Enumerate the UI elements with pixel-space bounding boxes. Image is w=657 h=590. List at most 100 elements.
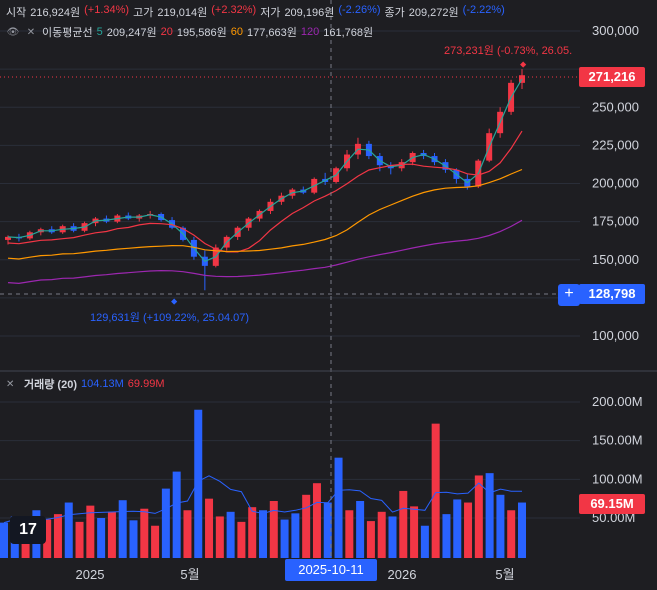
- volume-bar: [345, 510, 354, 558]
- ma5-period: 5: [96, 26, 103, 38]
- moving-average-line: [7, 219, 523, 285]
- low-change: (-2.26%): [338, 4, 381, 16]
- price-tick-label: 250,000: [592, 99, 639, 114]
- open-label: 시작: [6, 7, 27, 19]
- grid: [0, 30, 580, 519]
- x-axis: 2025 5월 2026 5월: [76, 567, 515, 582]
- visibility-toggle-icon[interactable]: 👁: [6, 26, 20, 38]
- ma120-period: 120: [300, 26, 320, 38]
- volume-tick-label: 150.00M: [592, 433, 643, 448]
- price-tick-label: 100,000: [592, 328, 639, 343]
- tradingview-logo[interactable]: 17: [10, 516, 46, 544]
- ma20-value: 195,586원: [176, 27, 227, 39]
- volume-bar: [172, 471, 181, 558]
- volume-bar: [194, 409, 203, 558]
- volume-bar: [291, 513, 300, 558]
- time-axis-label: 2025: [76, 567, 105, 582]
- volume-tick-label: 200.00M: [592, 394, 643, 409]
- close-change: (-2.22%): [462, 4, 505, 16]
- last-price-tag: 271,216: [579, 67, 645, 87]
- ma5-value: 209,247원: [106, 27, 157, 39]
- high-change: (+2.32%): [211, 4, 257, 16]
- volume-bar: [377, 511, 386, 558]
- volume-tick-label: 100.00M: [592, 471, 643, 486]
- volume-bar: [226, 511, 235, 558]
- volume-bar: [151, 525, 160, 558]
- time-axis-label: 5월: [495, 567, 514, 582]
- price-tick-label: 150,000: [592, 252, 639, 267]
- moving-average-line: [7, 78, 523, 263]
- volume-bar: [399, 490, 408, 558]
- close-label: 종가: [384, 7, 405, 19]
- high-marker-arrow: ⬥: [520, 59, 527, 69]
- volume-average-line: [3, 475, 522, 524]
- volume-bar: [507, 510, 516, 558]
- moving-average-line: [7, 130, 523, 253]
- time-axis-label: 2026: [388, 567, 417, 582]
- close-icon[interactable]: ✕: [26, 26, 36, 38]
- volume-bar: [205, 498, 214, 558]
- volume-bar: [518, 502, 526, 558]
- volume-bar: [312, 483, 321, 558]
- volume-bar: [388, 516, 397, 558]
- volume-bar: [496, 494, 505, 558]
- low-marker-arrow: ⬥: [171, 296, 178, 306]
- volume-bars: [0, 409, 526, 558]
- volume-bar: [183, 510, 192, 558]
- volume-bar: [323, 502, 332, 558]
- price-tick-label: 175,000: [592, 214, 639, 229]
- volume-bar: [474, 475, 483, 558]
- ma60-period: 60: [230, 26, 244, 38]
- high-value: 219,014원: [157, 7, 208, 19]
- volume-bar: [64, 502, 73, 558]
- volume-bar: [215, 516, 224, 558]
- volume-bar: [410, 506, 419, 558]
- volume-bar: [97, 518, 106, 558]
- volume-bar: [43, 519, 52, 558]
- volume-bar: [118, 500, 127, 558]
- low-value: 209,196원: [284, 7, 335, 19]
- volume-value-1: 104.13M: [80, 378, 124, 390]
- volume-bar: [107, 511, 116, 558]
- volume-bar: [161, 488, 170, 558]
- open-change: (+1.34%): [84, 4, 130, 16]
- volume-bar: [140, 508, 149, 558]
- moving-average-line: [7, 168, 523, 260]
- price-axis: 100,000 150,000 175,000 200,000 225,000 250,0…: [592, 23, 639, 343]
- moving-average-legend: 👁 ✕ 이동평균선 5 209,247원 20 195,586원 60 177,…: [6, 24, 374, 40]
- volume-menu-icon[interactable]: ✕: [6, 378, 15, 390]
- volume-bar: [248, 507, 257, 558]
- volume-bar: [53, 514, 62, 558]
- volume-bar: [129, 520, 138, 558]
- close-value: 209,272원: [408, 7, 459, 19]
- volume-legend: ✕ 거래량 (20) 104.13M 69.99M: [6, 376, 165, 392]
- volume-bar: [302, 494, 311, 558]
- volume-bar: [366, 521, 375, 558]
- volume-bar: [237, 521, 246, 558]
- volume-title: 거래량 (20): [24, 379, 77, 391]
- volume-value-2: 69.99M: [127, 378, 165, 390]
- candles: [5, 69, 525, 291]
- price-tick-label: 300,000: [592, 23, 639, 38]
- moving-averages: [7, 78, 523, 285]
- volume-bar: [259, 510, 267, 558]
- volume-bar: [334, 457, 343, 558]
- high-label: 고가: [133, 7, 154, 19]
- add-alert-button[interactable]: +: [558, 284, 580, 306]
- price-tick-label: 200,000: [592, 176, 639, 191]
- crosshair-date-tag: 2025-10-11: [285, 559, 377, 581]
- ma60-value: 177,663원: [247, 27, 297, 39]
- crosshair-price-tag: 128,798: [579, 284, 645, 304]
- volume-bar: [485, 473, 494, 558]
- low-marker-label: 129,631원 (+109.22%, 25.04.07): [90, 311, 249, 324]
- ohlc-legend: 시작 216,924원 (+1.34%) 고가 219,014원 (+2.32%…: [6, 4, 505, 20]
- volume-bar: [86, 505, 95, 558]
- last-volume-tag: 69.15M: [579, 494, 645, 514]
- time-axis-label: 5월: [180, 567, 199, 582]
- high-marker-label: 273,231원 (-0.73%, 26.05.: [444, 44, 572, 57]
- volume-bar: [442, 514, 451, 558]
- price-tick-label: 225,000: [592, 137, 639, 152]
- ma20-period: 20: [160, 26, 173, 38]
